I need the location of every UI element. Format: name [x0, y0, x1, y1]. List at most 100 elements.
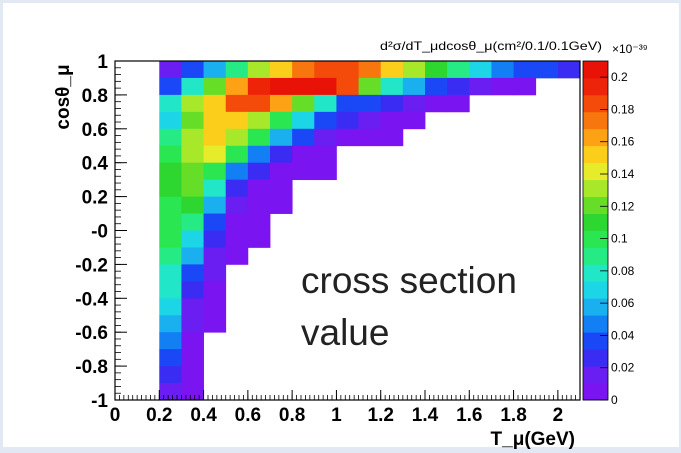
- color-scale-swatch: [583, 264, 608, 282]
- heatmap-cell: [181, 94, 204, 113]
- x-tick-label: 0.2: [146, 405, 172, 426]
- heatmap-cell: [181, 349, 204, 367]
- heatmap-cell: [247, 196, 271, 214]
- heatmap-cell: [181, 281, 204, 299]
- heatmap-cell: [159, 264, 182, 282]
- color-scale-swatch: [583, 383, 608, 401]
- z-tick-label: 0.08: [611, 264, 635, 278]
- color-scale-swatch: [583, 77, 608, 96]
- heatmap-cell: [181, 77, 204, 96]
- heatmap-cell: [159, 145, 182, 164]
- heatmap-cell: [491, 77, 514, 96]
- x-tick-label: 1: [331, 405, 342, 426]
- heatmap-cell: [380, 111, 404, 130]
- heatmap-cell: [225, 128, 249, 147]
- heatmap-cell: [225, 230, 249, 248]
- x-tick-label: 0.6: [235, 405, 261, 426]
- heatmap-cell: [203, 196, 227, 214]
- heatmap-cell: [292, 145, 315, 164]
- heatmap-cell: [225, 196, 249, 214]
- heatmap-cell: [380, 77, 404, 96]
- z-tick-label: 0.12: [611, 199, 635, 213]
- heatmap-cell: [247, 145, 271, 164]
- heatmap-cell: [425, 94, 448, 113]
- z-tick-label: 0.14: [611, 167, 635, 181]
- heatmap-cell: [292, 61, 315, 79]
- y-tick-label: -0: [91, 222, 108, 243]
- y-tick-label: -0.2: [75, 255, 108, 276]
- x-tick-label: 0.8: [279, 405, 305, 426]
- color-scale-swatch: [583, 179, 608, 197]
- heatmap-cell: [336, 77, 359, 96]
- heatmap-cell: [270, 145, 293, 164]
- heatmap-cell: [447, 61, 470, 79]
- heatmap-cell: [225, 179, 249, 197]
- y-tick-label: -0.8: [75, 357, 108, 378]
- color-scale-swatch: [583, 196, 608, 214]
- heatmap-cell: [247, 128, 271, 147]
- x-tick-label: 1.8: [500, 405, 526, 426]
- heatmap-cell: [247, 111, 271, 130]
- heatmap-cell: [247, 94, 271, 113]
- heatmap-cell: [292, 94, 315, 113]
- heatmap-cell: [203, 281, 227, 299]
- x-axis-title: T_μ(GeV): [491, 429, 575, 450]
- heatmap-cell: [181, 111, 204, 130]
- heatmap-cell: [159, 366, 182, 384]
- heatmap-cell: [203, 230, 227, 248]
- heatmap-cell: [270, 94, 293, 113]
- heatmap-cell: [159, 315, 182, 333]
- heatmap-cell: [314, 61, 337, 79]
- color-scale-swatch: [583, 230, 608, 248]
- color-scale-swatch: [583, 298, 608, 316]
- heatmap-cell: [535, 61, 559, 79]
- heatmap-cell: [380, 61, 404, 79]
- color-scale-swatch: [583, 349, 608, 367]
- annotation-line-1: cross section: [301, 260, 517, 301]
- heatmap-cell: [247, 179, 271, 197]
- color-scale-swatch: [583, 281, 608, 299]
- heatmap-cell: [203, 77, 227, 96]
- y-tick-label: 0.2: [82, 188, 108, 209]
- x-axis-ticks: 0 0.2 0.4 0.6 0.8 1 1.2 1.4 1.6 1.8 2: [110, 390, 581, 426]
- heatmap-cell: [159, 349, 182, 367]
- heatmap-cell: [225, 94, 249, 113]
- heatmap-cell: [380, 128, 404, 147]
- z-tick-label: 0.02: [611, 361, 635, 375]
- heatmap-cell: [380, 94, 404, 113]
- heatmap-cell: [159, 61, 182, 79]
- heatmap-cell: [491, 61, 514, 79]
- heatmap-cell: [159, 77, 182, 96]
- heatmap-cell: [225, 111, 249, 130]
- heatmap-cell: [159, 213, 182, 231]
- x-tick-label: 2: [553, 405, 564, 426]
- heatmap-cell: [225, 61, 249, 79]
- heatmap-cell: [159, 196, 182, 214]
- y-tick-label: 0.4: [82, 154, 109, 175]
- z-tick-label: 0.04: [611, 328, 635, 342]
- heatmap-cell: [358, 61, 382, 79]
- color-scale-exponent: ×10⁻³⁹: [612, 42, 648, 56]
- color-scale-ticks: 0 0.02 0.04 0.06 0.08 0.1 0.12 0.14 0.16 0.18 0.2: [600, 70, 635, 407]
- color-scale-swatch: [583, 94, 608, 113]
- heatmap-cell: [247, 77, 271, 96]
- heatmap-cell: [181, 213, 204, 231]
- heatmap-cell: [203, 145, 227, 164]
- heatmap-cell: [270, 179, 293, 197]
- y-tick-label: -1: [91, 391, 108, 412]
- heatmap-cell: [314, 128, 337, 147]
- heatmap-cell: [314, 94, 337, 113]
- heatmap-cell: [203, 179, 227, 197]
- heatmap-cell: [181, 230, 204, 248]
- heatmap-cell: [336, 94, 359, 113]
- heatmap-cell: [203, 128, 227, 147]
- heatmap-cell: [225, 77, 249, 96]
- x-tick-label: 0: [110, 405, 121, 426]
- heatmap-cell: [159, 281, 182, 299]
- heatmap-cell: [203, 298, 227, 316]
- heatmap-cell: [469, 61, 492, 79]
- heatmap-cell: [247, 61, 271, 79]
- color-scale-swatch: [583, 366, 608, 384]
- color-scale-border: [582, 60, 609, 401]
- x-tick-label: 0.4: [190, 405, 217, 426]
